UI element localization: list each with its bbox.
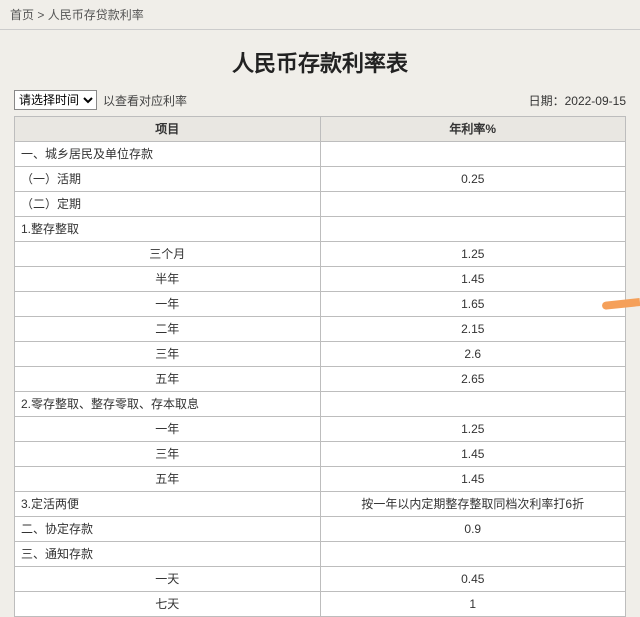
table-row: 二年2.15 (15, 317, 626, 342)
cell-item: 1.整存整取 (15, 217, 321, 242)
table-row: 半年1.45 (15, 267, 626, 292)
toolbar-hint: 以查看对应利率 (103, 92, 187, 109)
cell-item: 一年 (15, 292, 321, 317)
cell-item: 一、城乡居民及单位存款 (15, 142, 321, 167)
cell-item: 二年 (15, 317, 321, 342)
table-row: 一、城乡居民及单位存款 (15, 142, 626, 167)
table-row: （二）定期 (15, 192, 626, 217)
page-title: 人民币存款利率表 (0, 46, 640, 78)
cell-item: 三个月 (15, 242, 321, 267)
cell-item: 一年 (15, 417, 321, 442)
cell-item: 三、通知存款 (15, 542, 321, 567)
cell-item: 三年 (15, 342, 321, 367)
cell-item: 半年 (15, 267, 321, 292)
cell-item: 二、协定存款 (15, 517, 321, 542)
table-row: 3.定活两便按一年以内定期整存整取同档次利率打6折 (15, 492, 626, 517)
cell-item: 五年 (15, 467, 321, 492)
breadcrumb-home-link[interactable]: 首页 (10, 8, 34, 22)
table-row: 三个月1.25 (15, 242, 626, 267)
table-row: 三年2.6 (15, 342, 626, 367)
table-row: 一年1.65 (15, 292, 626, 317)
cell-rate: 1.45 (320, 467, 626, 492)
cell-rate: 按一年以内定期整存整取同档次利率打6折 (320, 492, 626, 517)
cell-rate: 1.65 (320, 292, 626, 317)
cell-rate (320, 192, 626, 217)
cell-rate: 1 (320, 592, 626, 617)
date-display: 日期：2022-09-15 (529, 92, 626, 109)
cell-rate (320, 392, 626, 417)
toolbar: 请选择时间 以查看对应利率 日期：2022-09-15 (0, 90, 640, 116)
table-row: 1.整存整取 (15, 217, 626, 242)
cell-rate: 2.65 (320, 367, 626, 392)
table-row: 三、通知存款 (15, 542, 626, 567)
date-value: 2022-09-15 (565, 94, 626, 108)
breadcrumb: 首页 > 人民币存贷款利率 (0, 0, 640, 30)
cell-rate: 1.25 (320, 242, 626, 267)
table-row: 一年1.25 (15, 417, 626, 442)
page-root: 首页 > 人民币存贷款利率 人民币存款利率表 请选择时间 以查看对应利率 日期：… (0, 0, 640, 617)
cell-rate: 0.9 (320, 517, 626, 542)
cell-item: 三年 (15, 442, 321, 467)
cell-item: （一）活期 (15, 167, 321, 192)
cell-item: 一天 (15, 567, 321, 592)
cell-item: （二）定期 (15, 192, 321, 217)
table-row: 一天0.45 (15, 567, 626, 592)
table-row: 七天1 (15, 592, 626, 617)
table-row: 2.零存整取、整存零取、存本取息 (15, 392, 626, 417)
table-row: 三年1.45 (15, 442, 626, 467)
table-row: 五年2.65 (15, 367, 626, 392)
table-row: （一）活期0.25 (15, 167, 626, 192)
cell-rate: 1.45 (320, 442, 626, 467)
table-header-rate: 年利率% (320, 117, 626, 142)
cell-item: 五年 (15, 367, 321, 392)
rate-table: 项目 年利率% 一、城乡居民及单位存款（一）活期0.25（二）定期1.整存整取三… (14, 116, 626, 617)
cell-item: 七天 (15, 592, 321, 617)
cell-rate: 1.45 (320, 267, 626, 292)
table-header-item: 项目 (15, 117, 321, 142)
breadcrumb-separator: > (37, 8, 44, 22)
date-label: 日期： (529, 94, 565, 108)
cell-rate: 1.25 (320, 417, 626, 442)
table-row: 二、协定存款0.9 (15, 517, 626, 542)
date-select[interactable]: 请选择时间 (14, 90, 97, 110)
table-header-row: 项目 年利率% (15, 117, 626, 142)
cell-rate (320, 542, 626, 567)
breadcrumb-current: 人民币存贷款利率 (48, 8, 144, 22)
cell-rate (320, 217, 626, 242)
cell-rate: 2.6 (320, 342, 626, 367)
table-row: 五年1.45 (15, 467, 626, 492)
cell-item: 3.定活两便 (15, 492, 321, 517)
cell-item: 2.零存整取、整存零取、存本取息 (15, 392, 321, 417)
cell-rate: 0.45 (320, 567, 626, 592)
cell-rate: 2.15 (320, 317, 626, 342)
cell-rate (320, 142, 626, 167)
cell-rate: 0.25 (320, 167, 626, 192)
